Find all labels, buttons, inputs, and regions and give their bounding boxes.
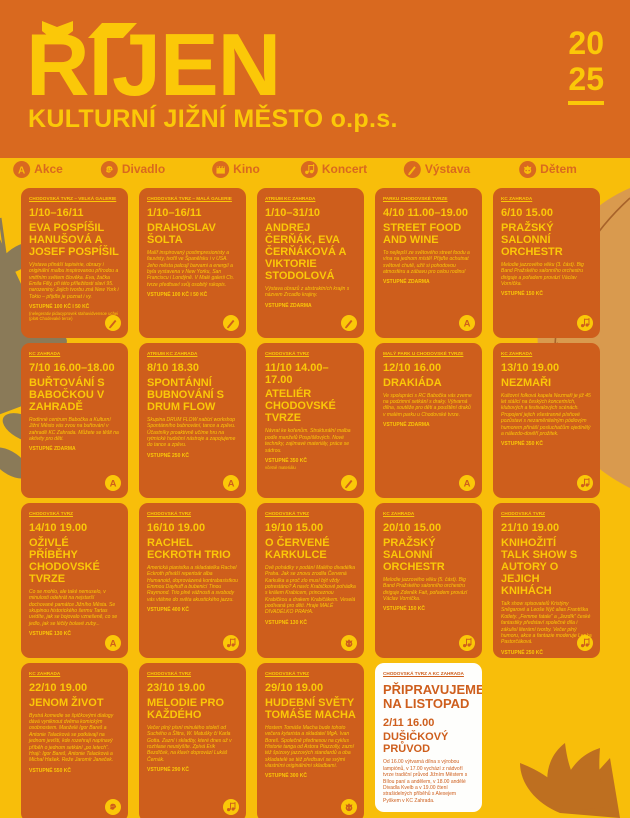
svg-text:A: A <box>464 479 471 490</box>
svg-text:A: A <box>110 479 117 490</box>
svg-text:A: A <box>228 479 235 490</box>
svg-text:A: A <box>110 639 117 650</box>
svg-text:A: A <box>464 319 471 330</box>
